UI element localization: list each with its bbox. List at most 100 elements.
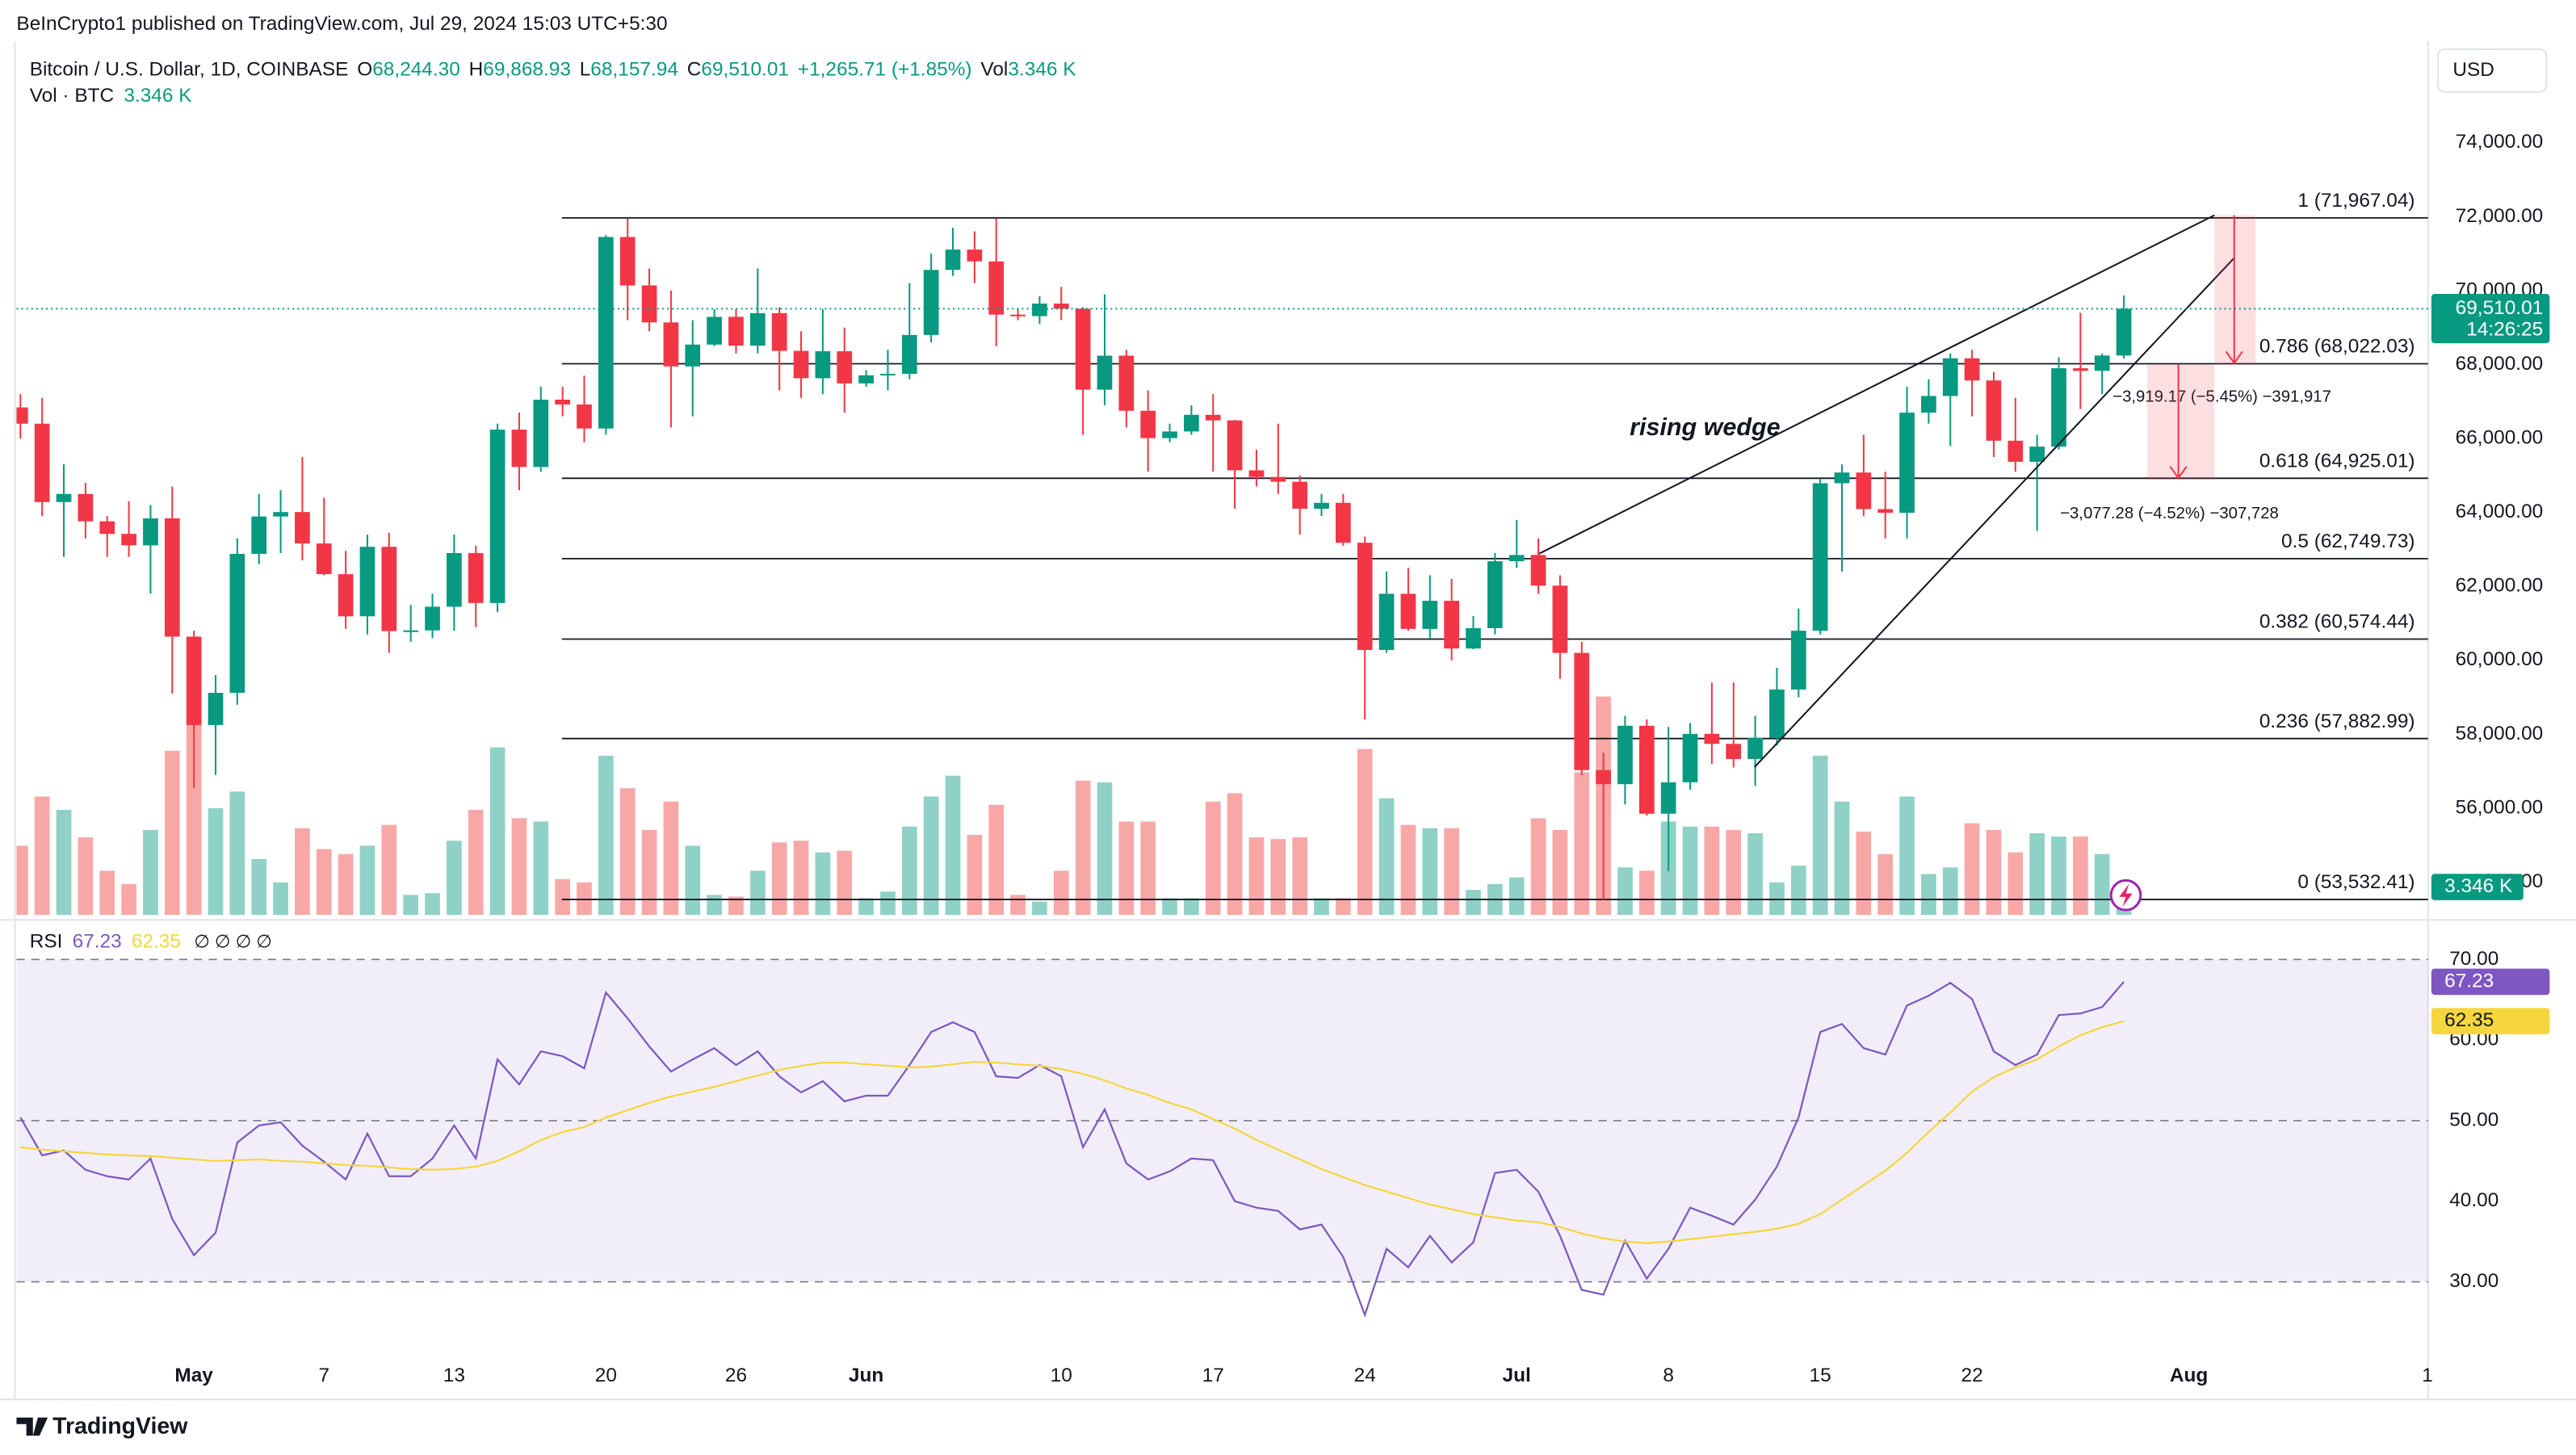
rsi-title: RSI bbox=[30, 931, 63, 953]
candle-body bbox=[1422, 601, 1438, 629]
candle-body bbox=[16, 407, 28, 424]
candle-body bbox=[2072, 368, 2088, 371]
x-tick-label: 26 bbox=[725, 1365, 747, 1386]
volume-bar bbox=[251, 858, 267, 916]
candle-body bbox=[577, 404, 592, 429]
volume-bar bbox=[880, 891, 896, 916]
vol-value: 3.346 K bbox=[1008, 59, 1076, 81]
vol-key: Vol bbox=[980, 59, 1008, 81]
candle-body bbox=[2116, 308, 2132, 356]
candle-body bbox=[1942, 358, 1958, 396]
candle-body bbox=[1205, 414, 1221, 421]
measure-label: −3,077.28 (−4.52%) −307,728 bbox=[2060, 505, 2279, 522]
y-tick-label: 60,000.00 bbox=[2456, 648, 2544, 670]
volume-bar bbox=[663, 801, 679, 916]
candle-body bbox=[749, 312, 766, 346]
volume-bar bbox=[316, 849, 332, 916]
volume-bar bbox=[1378, 798, 1395, 916]
volume-bar bbox=[901, 826, 917, 916]
candle-body bbox=[858, 375, 874, 384]
candle-body bbox=[1248, 470, 1265, 477]
last-price-label: 69,510.01 bbox=[2456, 297, 2544, 319]
x-tick-label: Aug bbox=[2170, 1365, 2208, 1386]
candle-body bbox=[78, 493, 94, 522]
countdown: 14:26:25 bbox=[2466, 318, 2543, 340]
volume-bar bbox=[143, 829, 158, 916]
candle-body bbox=[1357, 543, 1373, 650]
x-tick-label: 24 bbox=[1354, 1365, 1376, 1386]
currency[interactable]: USD bbox=[2452, 59, 2494, 81]
candle-body bbox=[1596, 769, 1611, 785]
vol-title-value: 3.346 K bbox=[124, 85, 191, 107]
volume-bar bbox=[164, 750, 180, 916]
candle-body bbox=[815, 351, 831, 379]
volume-bar bbox=[295, 828, 310, 916]
volume-bar bbox=[1877, 853, 1894, 916]
rsi-tick-label: 30.00 bbox=[2449, 1270, 2498, 1292]
candle-body bbox=[1530, 555, 1546, 586]
volume-bar bbox=[1314, 898, 1329, 916]
volume-bar bbox=[1292, 837, 1308, 916]
candle-body bbox=[1270, 476, 1286, 482]
x-tick-label: 10 bbox=[1051, 1365, 1072, 1386]
candle-body bbox=[728, 317, 744, 346]
x-tick-label: 8 bbox=[1663, 1365, 1674, 1386]
currency-button[interactable] bbox=[2437, 48, 2548, 93]
volume-bar bbox=[338, 853, 354, 916]
x-tick-label: 1 bbox=[2422, 1365, 2433, 1386]
volume-bar bbox=[511, 818, 527, 916]
candle-body bbox=[793, 350, 809, 379]
ohlc-value: 69,868.93 bbox=[483, 59, 571, 81]
candle-body bbox=[663, 322, 679, 367]
candle-body bbox=[1899, 413, 1915, 514]
candle-body bbox=[1010, 314, 1026, 317]
volume-bar bbox=[988, 804, 1005, 916]
volume-bar bbox=[2072, 837, 2088, 916]
candle-body bbox=[685, 344, 701, 367]
candle-body bbox=[1552, 585, 1568, 653]
candle-body bbox=[1726, 744, 1742, 760]
volume-bar bbox=[186, 723, 202, 916]
volume-bar bbox=[1075, 780, 1091, 916]
candle-body bbox=[164, 518, 180, 637]
candle-body bbox=[1487, 561, 1503, 628]
volume-bar bbox=[685, 845, 701, 916]
volume-bar bbox=[489, 747, 506, 916]
candle-body bbox=[1812, 483, 1828, 631]
candle-body bbox=[1466, 627, 1481, 649]
rsi-legend-value: 67.23 bbox=[73, 931, 122, 953]
volume-bar bbox=[598, 755, 614, 916]
volume-bar bbox=[208, 807, 224, 916]
candle-body bbox=[2029, 447, 2045, 462]
candle-body bbox=[425, 606, 440, 631]
candle-body bbox=[1378, 593, 1395, 650]
y-tick-label: 68,000.00 bbox=[2456, 353, 2544, 375]
volume-bar bbox=[707, 895, 722, 916]
volume-bar bbox=[2051, 837, 2066, 916]
volume-bar bbox=[1162, 898, 1177, 916]
candle-body bbox=[1227, 420, 1243, 471]
candle-body bbox=[1162, 431, 1177, 438]
volume-bar bbox=[1227, 793, 1243, 916]
volume-bar bbox=[1747, 832, 1763, 916]
volume-bar bbox=[447, 841, 462, 916]
volume-bar bbox=[99, 870, 115, 916]
y-tick-label: 66,000.00 bbox=[2456, 427, 2544, 449]
measure-arrowhead bbox=[2225, 350, 2243, 365]
volume-bar bbox=[1964, 823, 1980, 916]
y-tick-label: 64,000.00 bbox=[2456, 501, 2544, 522]
volume-bar bbox=[1726, 829, 1742, 916]
volume-bar bbox=[1856, 831, 1872, 916]
volume-bar bbox=[1704, 826, 1720, 916]
fib-label: 1 (71,967.04) bbox=[2297, 190, 2414, 212]
rsi-tag-label: 62.35 bbox=[2444, 1009, 2494, 1031]
volume-bar bbox=[1010, 895, 1026, 916]
volume-bar bbox=[1140, 821, 1156, 916]
candle-body bbox=[1704, 733, 1720, 744]
volume-tag bbox=[2431, 874, 2524, 900]
volume-bar bbox=[1552, 829, 1568, 916]
volume-bar bbox=[771, 842, 787, 916]
fib-label: 0.786 (68,022.03) bbox=[2259, 336, 2415, 358]
volume-bar bbox=[619, 788, 636, 916]
